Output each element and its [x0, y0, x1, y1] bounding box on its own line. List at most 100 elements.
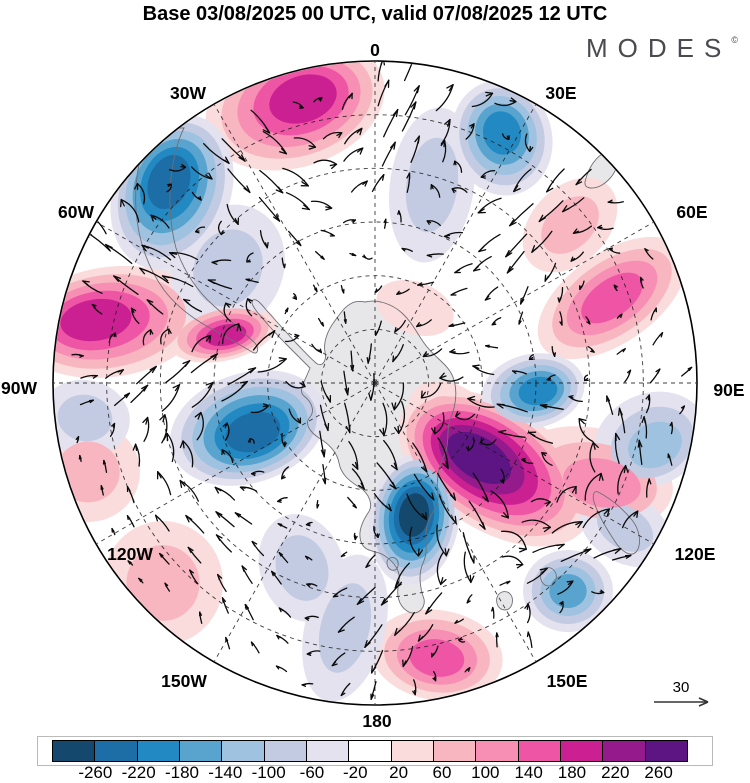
- wind-arrowhead: [292, 297, 297, 300]
- wind-arrowhead: [470, 123, 475, 129]
- wind-arrowhead: [212, 353, 219, 361]
- wind-arrowhead: [345, 425, 351, 434]
- wind-arrowhead: [100, 485, 104, 490]
- wind-arrowhead: [443, 140, 446, 148]
- wind-arrow: [245, 298, 253, 317]
- wind-arrowhead: [647, 394, 650, 401]
- wind-arrowhead: [446, 118, 451, 127]
- wind-arrowhead: [301, 207, 310, 211]
- meridian-line: [95, 382, 376, 545]
- wind-arrowhead: [432, 677, 437, 682]
- wind-arrowhead: [264, 242, 268, 249]
- wind-arrowhead: [180, 165, 187, 168]
- colorbar-cell: [305, 740, 350, 762]
- wind-arrowhead: [394, 426, 400, 435]
- wind-arrowhead: [151, 365, 157, 374]
- wind-arrowhead: [214, 486, 222, 492]
- wind-arrow: [465, 123, 475, 140]
- anomaly-contour: [147, 154, 191, 210]
- anomaly-contour: [126, 545, 200, 621]
- anomaly-contour: [518, 376, 558, 406]
- anomaly-contour: [57, 394, 113, 442]
- wind-arrowhead: [618, 407, 623, 416]
- wind-arrow: [161, 384, 181, 412]
- wind-arrowhead: [416, 322, 420, 328]
- wind-arrowhead: [146, 299, 154, 303]
- wind-arrow: [434, 412, 445, 435]
- wind-arrowhead: [238, 156, 246, 162]
- colorbar-cell: [348, 740, 392, 762]
- wind-arrowhead: [644, 248, 649, 252]
- wind-arrowhead: [509, 219, 515, 227]
- colorbar-tick-label: -60: [299, 763, 325, 782]
- longitude-label-90W: 90W: [1, 378, 37, 398]
- colorbar-cell: [559, 740, 604, 762]
- modes-logo: MODES©: [586, 33, 738, 64]
- wind-arrowhead: [366, 357, 369, 364]
- wind-arrowhead: [426, 253, 433, 257]
- colorbar-cell: [602, 740, 646, 762]
- longitude-label-150W: 150W: [161, 671, 207, 691]
- wind-arrowhead: [552, 352, 556, 357]
- wind-arrowhead: [359, 127, 363, 136]
- anomaly-contour: [193, 229, 263, 307]
- wind-arrowhead: [278, 358, 287, 362]
- wind-arrow: [559, 601, 564, 614]
- modes-logo-mark: ©: [731, 35, 738, 45]
- wind-arrow: [398, 401, 406, 435]
- wind-arrow: [249, 438, 255, 444]
- longitude-label-180: 180: [362, 711, 391, 731]
- wind-arrowhead: [134, 443, 138, 451]
- wind-arrowhead: [394, 581, 400, 589]
- wind-arrowhead: [480, 175, 486, 178]
- wind-arrow: [435, 84, 454, 112]
- wind-arrow: [617, 464, 627, 495]
- wind-arrowhead: [592, 441, 599, 449]
- wind-arrowhead: [183, 298, 191, 302]
- anomaly-contour: [225, 411, 281, 453]
- wind-arrowhead: [599, 591, 605, 594]
- wind-arrowhead: [217, 573, 223, 579]
- wind-arrow: [166, 432, 175, 463]
- wind-arrowhead: [628, 369, 632, 375]
- wind-arrowhead: [393, 141, 396, 150]
- wind-arrowhead: [234, 512, 242, 516]
- wind-arrow: [551, 521, 583, 534]
- wind-arrowhead: [341, 289, 345, 294]
- wind-arrowhead: [326, 395, 331, 403]
- wind-arrowhead: [331, 163, 338, 170]
- wind-arrowhead: [374, 288, 378, 293]
- wind-arrowhead: [492, 606, 495, 612]
- wind-arrowhead: [498, 429, 507, 433]
- wind-arrow: [223, 302, 232, 322]
- colorbar-cell: [136, 740, 180, 762]
- wind-arrow: [168, 166, 187, 172]
- colorbar-labels: -260 -220 -180 -140 -100 -60 -20 20 60 100 140 180 2…: [0, 763, 750, 783]
- longitude-labels: 0 30E 60E 90E 120E 150E 180 150W 120W 90W 60W 30W: [1, 40, 745, 731]
- wind-arrowhead: [545, 501, 551, 507]
- wind-arrowhead: [314, 288, 318, 293]
- wind-arrowhead: [443, 234, 451, 238]
- wind-arrowhead: [187, 546, 194, 552]
- wind-arrowhead: [125, 392, 131, 399]
- anomaly-contour: [409, 639, 465, 677]
- wind-arrowhead: [286, 307, 289, 313]
- wind-arrow: [420, 383, 442, 399]
- wind-arrowhead: [359, 147, 364, 155]
- wind-arrow: [524, 133, 531, 153]
- wind-arrowhead: [159, 552, 164, 557]
- wind-arrowhead: [380, 598, 386, 606]
- wind-arrowhead: [207, 381, 214, 389]
- longitude-label-0: 0: [370, 40, 380, 60]
- wind-arrowhead: [390, 464, 398, 471]
- wind-arrowhead: [82, 280, 90, 283]
- colorbar-tick-label: 260: [644, 763, 673, 782]
- wind-arrowhead: [469, 556, 475, 564]
- meridian-line: [374, 103, 537, 384]
- wind-arrowhead: [506, 265, 511, 274]
- wind-arrowhead: [279, 151, 288, 155]
- wind-arrowhead: [325, 207, 333, 211]
- wind-arrow: [451, 187, 468, 193]
- wind-arrowhead: [364, 640, 368, 648]
- wind-arrow: [556, 485, 577, 503]
